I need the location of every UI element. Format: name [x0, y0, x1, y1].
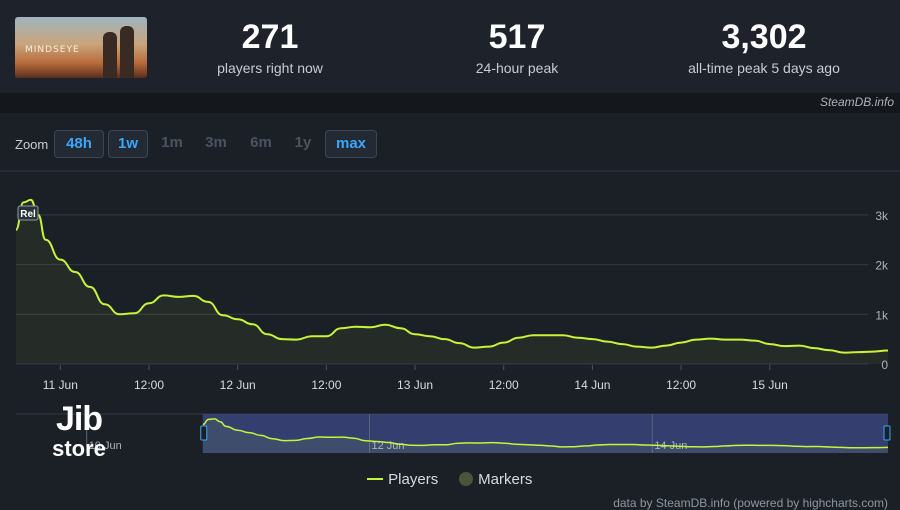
- y-tick-label: 3k: [875, 209, 889, 223]
- x-tick-label: 14 Jun: [574, 378, 610, 392]
- character-figure: [103, 32, 117, 78]
- legend-line-swatch: [367, 478, 383, 480]
- stat-value: 3,302: [721, 18, 807, 56]
- x-tick-label: 12:00: [489, 378, 519, 392]
- stat-players-now: 271 players right now: [160, 18, 380, 76]
- x-tick-label: 15 Jun: [752, 378, 788, 392]
- game-logo-text: MINDSEYE: [25, 45, 80, 55]
- release-annotation[interactable]: Rel: [17, 205, 39, 221]
- highcharts-credit[interactable]: data by SteamDB.info (powered by highcha…: [613, 496, 888, 510]
- zoom-max-button[interactable]: max: [325, 130, 377, 158]
- stat-24h-peak: 517 24-hour peak: [407, 18, 627, 76]
- player-count-chart[interactable]: 0 1k 2k 3k 11 Jun 12:00 12 Jun 12:00 13 Jun 12:0…: [0, 170, 900, 470]
- annotation-label: Rel: [20, 209, 36, 220]
- stat-value: 517: [488, 18, 546, 56]
- chart-legend: Players Markers: [0, 471, 900, 491]
- y-tick-label: 2k: [875, 259, 889, 273]
- y-tick-label: 0: [881, 358, 888, 372]
- stats-bar: MINDSEYE 271 players right now 517 24-ho…: [0, 0, 900, 93]
- credit-strip: SteamDB.info: [0, 93, 900, 113]
- annotation-flag[interactable]: [17, 205, 39, 221]
- x-tick-label: 13 Jun: [397, 378, 433, 392]
- x-tick-label: 12:00: [134, 378, 164, 392]
- navigator[interactable]: 10 Jun 12 Jun 14 Jun: [16, 413, 891, 453]
- legend-item-players[interactable]: Players: [366, 471, 438, 488]
- x-tick-label: 12:00: [666, 378, 696, 392]
- jibstore-watermark: Jib store: [47, 402, 111, 460]
- zoom-3m-button[interactable]: 3m: [205, 134, 227, 151]
- watermark-line-2: store: [52, 436, 106, 461]
- stat-label: players right now: [217, 60, 323, 76]
- zoom-6m-button[interactable]: 6m: [250, 134, 272, 151]
- players-area: [16, 199, 888, 364]
- stat-label: all-time peak 5 days ago: [688, 60, 840, 76]
- zoom-1y-button[interactable]: 1y: [294, 134, 312, 151]
- legend-label: Markers: [478, 471, 533, 488]
- character-figure: [120, 26, 134, 78]
- navigator-line: [202, 418, 889, 449]
- navigator-tick-label: 12 Jun: [372, 440, 405, 452]
- legend-dot-swatch: [459, 472, 473, 486]
- y-axis-ticks: 0 1k 2k 3k: [875, 209, 889, 372]
- x-axis-ticks: 11 Jun 12:00 12 Jun 12:00 13 Jun 12:00 14 Jun 1…: [43, 365, 788, 392]
- stat-all-time-peak: 3,302 all-time peak 5 days ago: [654, 18, 874, 76]
- legend-item-markers[interactable]: Markers: [458, 471, 532, 488]
- zoom-1m-button[interactable]: 1m: [161, 134, 183, 151]
- legend-label: Players: [388, 471, 439, 488]
- steamdb-credit[interactable]: SteamDB.info: [819, 95, 894, 109]
- chart-grid: [0, 170, 900, 365]
- game-thumbnail[interactable]: MINDSEYE: [15, 17, 147, 78]
- stat-value: 271: [241, 18, 299, 56]
- x-tick-label: 12:00: [311, 378, 341, 392]
- watermark-line-1: Jib: [55, 400, 103, 438]
- x-tick-label: 12 Jun: [220, 378, 256, 392]
- zoom-1w-button[interactable]: 1w: [108, 130, 148, 158]
- players-line[interactable]: [15, 198, 889, 354]
- y-tick-label: 1k: [875, 308, 889, 322]
- navigator-tick-label: 10 Jun: [89, 440, 122, 452]
- zoom-label: Zoom: [15, 137, 49, 152]
- stat-label: 24-hour peak: [475, 60, 559, 76]
- zoom-48h-button[interactable]: 48h: [54, 130, 104, 158]
- navigator-handle-left[interactable]: [200, 425, 208, 441]
- navigator-handle-right[interactable]: [883, 425, 891, 441]
- x-tick-label: 11 Jun: [43, 378, 78, 392]
- navigator-selection[interactable]: [202, 414, 888, 453]
- navigator-area: [202, 418, 888, 453]
